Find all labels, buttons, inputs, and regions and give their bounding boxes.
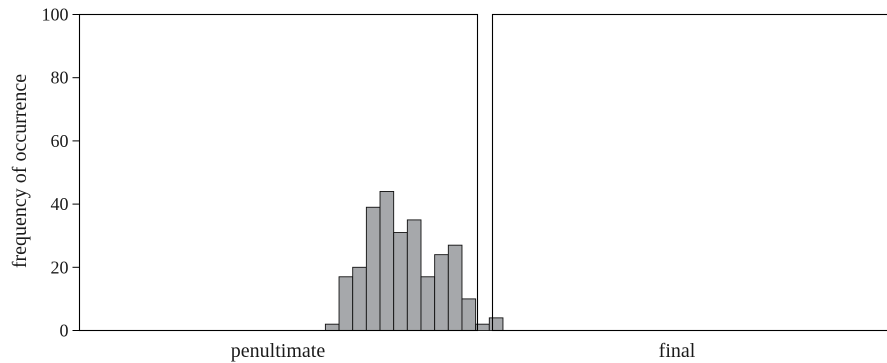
y-tick-label: 60 (51, 131, 69, 151)
y-tick-label: 100 (42, 5, 69, 25)
bar-penultimate-26 (434, 254, 449, 331)
bar-penultimate-18 (324, 323, 340, 331)
panel-penultimate: penultimate (78, 13, 504, 362)
panel-frame-final (491, 13, 887, 332)
bar-penultimate-27 (447, 244, 463, 331)
bar-penultimate-20 (352, 266, 367, 331)
x-axis-label-final: final (659, 340, 696, 362)
x-axis-label-penultimate: penultimate (231, 340, 326, 362)
bar-penultimate-24 (406, 219, 422, 331)
bar-penultimate-28 (461, 298, 477, 331)
y-tick-label: 80 (51, 68, 69, 88)
y-tick-label: 0 (60, 321, 69, 341)
y-tick-label: 40 (51, 194, 69, 214)
panel-final: final (491, 13, 887, 362)
y-axis: 0 20 40 60 80 100 (42, 5, 80, 341)
panel-frame-penultimate (78, 13, 479, 332)
bar-penultimate-23 (393, 232, 408, 331)
bar-penultimate-30 (488, 317, 504, 331)
bar-penultimate-22 (379, 191, 395, 331)
y-tick-label: 20 (51, 257, 69, 277)
y-axis-label: frequency of occurrence (9, 74, 31, 268)
bar-penultimate-19 (338, 276, 354, 331)
bar-penultimate-25 (420, 276, 436, 331)
bar-penultimate-21 (365, 206, 381, 331)
